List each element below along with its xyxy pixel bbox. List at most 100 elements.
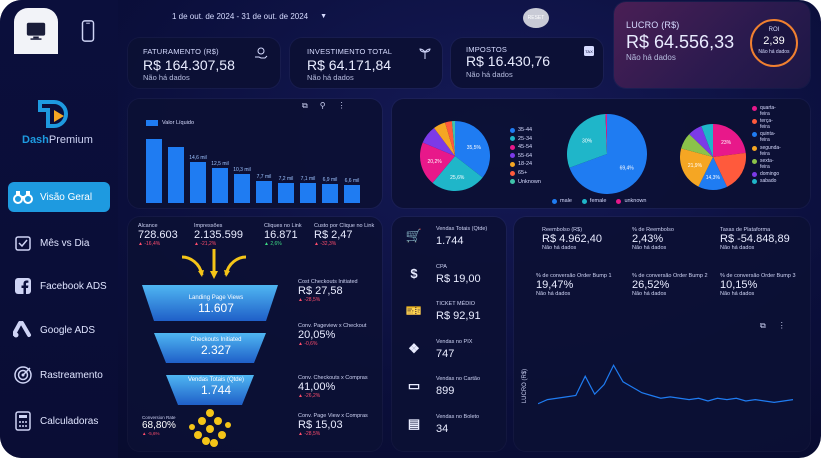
funnel-right-label: Conv. Page View x Compras <box>298 413 368 419</box>
right-stat-label: Taxas de Plataforma <box>720 227 771 233</box>
legend-swatch <box>510 161 515 167</box>
nav-mes-vs-dia[interactable]: Mês vs Dia <box>8 228 110 258</box>
legend-label: unknown <box>624 198 647 204</box>
legend-swatch <box>752 158 757 164</box>
nav-google-ads[interactable]: Google ADS <box>8 315 110 345</box>
legend-label: male <box>560 198 572 204</box>
roi-badge: ROI 2,39 Não há dados <box>750 19 798 67</box>
bar-mark <box>212 168 228 203</box>
pie-slice <box>451 121 455 156</box>
export-icon[interactable]: ⧉ <box>760 321 766 330</box>
legend-label: feira <box>760 163 770 170</box>
export-icon[interactable]: ⧉ <box>302 101 308 110</box>
right-stat: % de conversão Order Bump 1 19,47% Não há … <box>536 273 612 297</box>
right-stat-value: R$ -54.848,89 <box>720 233 790 245</box>
device-tabs <box>14 8 118 54</box>
nav-label: Calculadoras <box>40 415 99 427</box>
funnel-stat-delta: ▲ -21,2% <box>194 241 217 247</box>
metric-label: Vendas Totais (Qtde) <box>436 226 488 232</box>
funnel-right-label: Conv. Checkouts x Compras <box>298 375 368 381</box>
dollar-icon: $ <box>410 266 418 281</box>
nav-facebook-ads[interactable]: Facebook ADS <box>8 271 110 301</box>
conv-rate-value: 68,80% <box>142 420 176 431</box>
right-stat-value: 2,43% <box>632 233 664 245</box>
conversion-rate: Conversion Rate 68,80% ▲ -5,6% <box>142 415 176 436</box>
desktop-tab[interactable] <box>14 8 58 54</box>
right-stat: Reembolso (R$) R$ 4.962,40 Não há dados <box>542 227 602 251</box>
target-icon <box>10 362 36 388</box>
funnel-right-value: 20,05% <box>298 329 336 341</box>
date-range-picker[interactable]: 1 de out. de 2024 - 31 de out. de 2024 ▼ <box>172 12 327 21</box>
legend-swatch <box>146 120 158 126</box>
mobile-tab[interactable] <box>66 8 110 54</box>
money-hand-icon <box>255 47 268 59</box>
right-stat-sub: Não há dados <box>632 245 667 251</box>
date-range-text: 1 de out. de 2024 - 31 de out. de 2024 <box>172 12 309 21</box>
conv-rate-delta: ▲ -5,6% <box>142 431 160 436</box>
legend-label: terça- <box>760 118 773 125</box>
metric-value: 899 <box>436 385 455 397</box>
kpi-sub: Não há dados <box>626 53 676 62</box>
pix-icon: ❖ <box>408 340 420 356</box>
legend-label: 18-24 <box>518 161 533 168</box>
kpi-value: R$ 64.171,84 <box>307 57 392 73</box>
pie-gender-chart: 69,4% 30% <box>567 114 647 194</box>
legend-item: female <box>581 198 607 204</box>
pie-data-label: 20,2% <box>428 159 443 165</box>
nav-label: Visão Geral <box>40 191 93 203</box>
legend-label: 45-54 <box>518 144 533 151</box>
ticket-icon: 🎫 <box>405 303 423 318</box>
logo-text-premium: Premium <box>48 134 93 146</box>
sidebar: DashPremium Visão Geral Mês vs Dia Faceb… <box>0 0 118 458</box>
legend-item: male <box>552 198 572 204</box>
nav-rastreamento[interactable]: Rastreamento <box>8 360 110 390</box>
legend-label: 35-44 <box>518 127 533 133</box>
funnel-stage-2: Checkouts Initiated 2.327 <box>156 337 276 357</box>
pie-data-label: 21,9% <box>688 163 703 169</box>
reset-button[interactable]: RESET <box>523 8 549 28</box>
more-menu-icon[interactable]: ⋮ <box>777 321 786 330</box>
roi-value: 2,39 <box>763 35 785 47</box>
right-stat-sub: Não há dados <box>720 291 755 297</box>
funnel-stat: Impressões 2.135.599 ▲ -21,2% <box>194 223 243 247</box>
pie-data-label: 69,4% <box>620 166 635 172</box>
funnel-stat-label: Cliques no Link <box>264 223 302 229</box>
metric-value: 34 <box>436 422 449 435</box>
right-stat-label: % de conversão Order Bump 2 <box>632 273 708 279</box>
nav-visao-geral[interactable]: Visão Geral <box>8 182 110 212</box>
funnel-stat-value: R$ 2,47 <box>314 229 353 241</box>
funnel-right-stat: Conv. Checkouts x Compras 41,00% ▲ -26,2% <box>298 375 368 399</box>
pie-slice <box>445 121 455 156</box>
bar-mark <box>234 174 250 203</box>
conv-rate-label: Conversion Rate <box>142 415 176 420</box>
funnel-stat-delta: ▲ -32,3% <box>314 241 337 247</box>
more-menu-icon[interactable]: ⋮ <box>337 101 346 110</box>
right-stat-sub: Não há dados <box>536 291 571 297</box>
bar-data-label: 7,7 mil <box>256 174 272 181</box>
funnel-stage-value: 2.327 <box>200 343 232 357</box>
bar-mark <box>256 181 272 203</box>
pie-slice <box>701 124 713 157</box>
bar-mark <box>300 183 316 203</box>
metric-item: 🛒 Vendas Totais (Qtde) 1.744 <box>398 222 502 256</box>
legend-label: female <box>589 198 607 204</box>
pie-slice <box>422 127 455 156</box>
pie-slice <box>420 142 455 183</box>
funnel-stage-value: 11.607 <box>198 301 234 315</box>
card-icon: ▭ <box>407 378 421 393</box>
pie-slice <box>689 126 713 157</box>
right-stat-value: 10,15% <box>720 279 758 291</box>
legend-item: 18-24 <box>510 161 532 167</box>
metric-item: 🎫 TICKET MÉDIO R$ 92,91 <box>398 297 502 331</box>
pie-slice <box>713 124 746 157</box>
kpi-label: FATURAMENTO (R$) <box>143 47 219 56</box>
legend-label: Unknown <box>518 178 541 185</box>
bar-mark <box>344 184 360 203</box>
money-plant-icon <box>419 48 431 59</box>
right-stat-sub: Não há dados <box>720 245 755 251</box>
cart-icon: 🛒 <box>405 228 423 243</box>
filter-icon[interactable]: ⚲ <box>319 101 326 110</box>
nav-calculadoras[interactable]: Calculadoras <box>8 406 110 436</box>
right-stat-value: 26,52% <box>632 279 670 291</box>
